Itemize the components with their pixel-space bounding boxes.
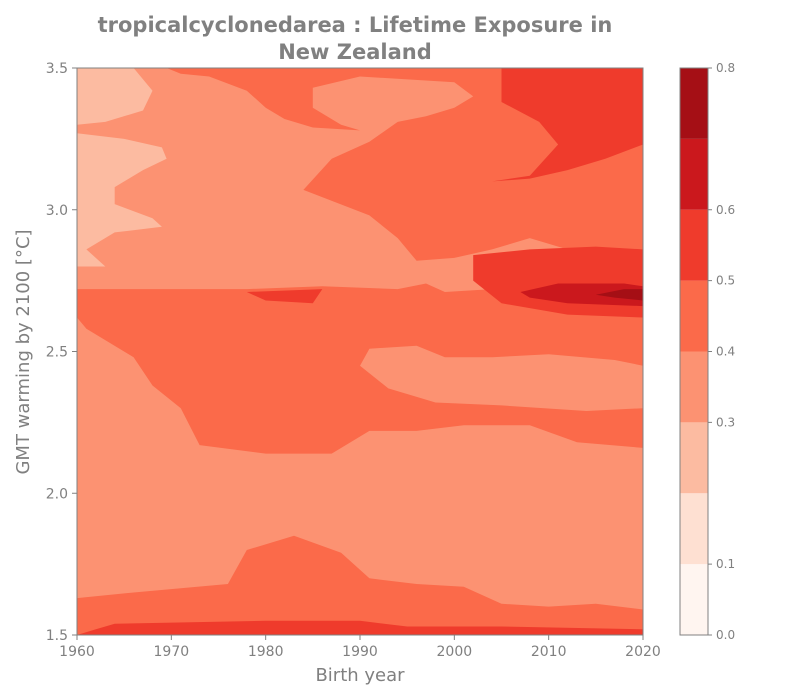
x-tick-label: 2010 — [531, 644, 567, 660]
colorbar-swatch — [680, 422, 708, 494]
chart-title: tropicalcyclonedarea : Lifetime Exposure… — [97, 13, 613, 64]
x-tick-label: 2020 — [625, 644, 661, 660]
colorbar-swatch — [680, 209, 708, 281]
contour-region-3 — [166, 68, 643, 270]
colorbar-tick-label: 0.3 — [716, 415, 735, 429]
colorbar-tick-label: 0.0 — [716, 628, 735, 642]
colorbar-swatch — [680, 138, 708, 210]
colorbar-tick-label: 0.1 — [716, 557, 735, 571]
colorbar-tick-label: 0.4 — [716, 345, 735, 359]
contour-region-5 — [492, 68, 643, 182]
y-tick-label: 1.5 — [46, 628, 68, 644]
y-tick-label: 3.5 — [46, 61, 68, 77]
colorbar-swatch — [680, 564, 708, 635]
y-tick-label: 2.5 — [46, 345, 68, 361]
x-tick-label: 2000 — [437, 644, 473, 660]
x-axis: 1960 1970 1980 1990 2000 2010 2020 — [59, 635, 661, 660]
contour-region-2 — [77, 283, 643, 454]
y-tick-label: 3.0 — [46, 203, 68, 219]
x-tick-label: 1990 — [342, 644, 378, 660]
contour-region-1 — [77, 133, 167, 267]
colorbar: 0.0 0.1 0.3 0.4 0.5 0.6 0.8 — [679, 61, 735, 642]
colorbar-tick-label: 0.6 — [716, 203, 735, 217]
contour-region-0 — [77, 68, 153, 125]
colorbar-swatch — [680, 493, 708, 565]
colorbar-tick-label: 0.5 — [716, 274, 735, 288]
x-axis-label: Birth year — [315, 665, 405, 686]
contour-region-9 — [520, 283, 643, 307]
y-axis: 1.5 2.0 2.5 3.0 3.5 — [46, 61, 77, 644]
plot-area — [77, 68, 643, 635]
contour-region-8 — [77, 620, 643, 635]
x-tick-label: 1960 — [59, 644, 95, 660]
colorbar-swatch — [680, 351, 708, 423]
contour-region-10 — [595, 289, 643, 301]
y-axis-label: GMT warming by 2100 [°C] — [13, 229, 34, 474]
colorbar-tick-label: 0.8 — [716, 61, 735, 75]
colorbar-swatch — [680, 280, 708, 352]
x-tick-label: 1980 — [248, 644, 284, 660]
contour-region-7 — [246, 289, 323, 304]
contour-region-4 — [77, 535, 643, 635]
x-tick-label: 1970 — [154, 644, 190, 660]
colorbar-swatch — [680, 68, 708, 139]
y-tick-label: 2.0 — [46, 486, 68, 502]
